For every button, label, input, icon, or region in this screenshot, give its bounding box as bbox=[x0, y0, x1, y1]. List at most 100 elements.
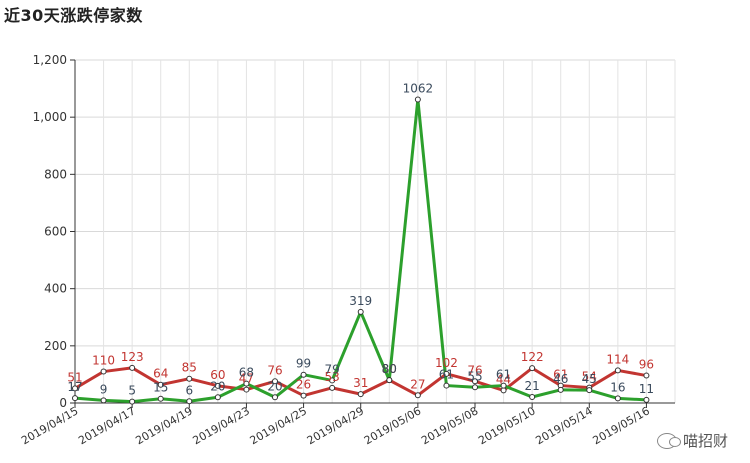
data-point bbox=[129, 398, 136, 405]
data-label: 20 bbox=[267, 379, 282, 393]
data-point bbox=[100, 368, 107, 375]
data-point bbox=[500, 382, 507, 389]
data-label: 76 bbox=[467, 363, 482, 377]
data-point bbox=[557, 386, 564, 393]
x-tick-label: 2019/04/29 bbox=[305, 404, 366, 447]
data-point bbox=[443, 382, 450, 389]
data-point bbox=[300, 392, 307, 399]
y-tick-label: 0 bbox=[59, 396, 67, 410]
x-tick-label: 2019/05/06 bbox=[362, 404, 423, 447]
x-tick-label: 2019/05/16 bbox=[591, 404, 652, 447]
x-tick-label: 2019/04/23 bbox=[191, 404, 252, 447]
data-label: 16 bbox=[610, 380, 625, 394]
x-tick-label: 2019/04/25 bbox=[248, 404, 309, 447]
y-tick-label: 1,200 bbox=[33, 53, 67, 67]
y-tick-label: 1,000 bbox=[33, 110, 67, 124]
data-label: 54 bbox=[582, 370, 597, 384]
data-label: 17 bbox=[67, 380, 82, 394]
data-label: 114 bbox=[606, 352, 629, 366]
data-point bbox=[300, 371, 307, 378]
data-label: 79 bbox=[325, 362, 340, 376]
data-label: 61 bbox=[553, 368, 568, 382]
y-tick-label: 400 bbox=[44, 282, 67, 296]
data-label: 6 bbox=[185, 383, 193, 397]
data-label: 80 bbox=[382, 362, 397, 376]
data-label: 61 bbox=[496, 368, 511, 382]
data-point bbox=[472, 378, 478, 385]
data-label: 61 bbox=[439, 368, 454, 382]
data-label: 102 bbox=[435, 356, 458, 370]
data-label: 46 bbox=[553, 372, 568, 386]
data-label: 51 bbox=[67, 370, 82, 384]
data-label: 1062 bbox=[403, 81, 434, 95]
data-label: 26 bbox=[296, 378, 311, 392]
data-point bbox=[157, 395, 164, 402]
y-axis: 0 200 400 600 800 1,000 1,200 bbox=[33, 53, 76, 410]
watermark-text: 喵招财 bbox=[682, 432, 728, 450]
data-point bbox=[329, 377, 336, 384]
data-label: 9 bbox=[100, 382, 108, 396]
data-label: 31 bbox=[353, 376, 368, 390]
data-point bbox=[243, 386, 250, 393]
watermark: 喵招财 bbox=[656, 430, 728, 451]
data-point bbox=[100, 397, 107, 404]
data-label: 68 bbox=[239, 366, 254, 380]
data-label: 47 bbox=[239, 372, 254, 386]
data-point bbox=[643, 396, 650, 403]
data-point bbox=[272, 394, 278, 401]
data-point bbox=[186, 398, 193, 405]
data-point bbox=[643, 372, 650, 379]
data-point bbox=[357, 308, 364, 315]
data-label: 96 bbox=[639, 358, 654, 372]
data-point bbox=[243, 380, 250, 387]
data-point bbox=[414, 96, 421, 103]
x-tick-label: 2019/05/10 bbox=[476, 404, 537, 447]
data-point bbox=[386, 377, 393, 384]
data-point bbox=[614, 395, 621, 402]
data-label: 123 bbox=[121, 350, 144, 364]
data-label: 55 bbox=[467, 369, 482, 383]
y-tick-label: 800 bbox=[44, 167, 67, 181]
data-label: 85 bbox=[182, 361, 197, 375]
x-tick-label: 2019/05/08 bbox=[419, 404, 480, 447]
data-point bbox=[357, 391, 364, 398]
data-label: 110 bbox=[92, 354, 115, 368]
data-point bbox=[129, 364, 136, 371]
data-point bbox=[214, 394, 221, 401]
data-point bbox=[72, 395, 78, 402]
data-point bbox=[500, 387, 507, 394]
data-label: 99 bbox=[296, 357, 311, 371]
data-point bbox=[529, 365, 536, 372]
data-point bbox=[272, 378, 278, 385]
data-point bbox=[414, 392, 421, 399]
data-label: 11 bbox=[639, 382, 654, 396]
data-point bbox=[472, 384, 478, 391]
data-point bbox=[186, 375, 193, 382]
data-label: 64 bbox=[153, 367, 168, 381]
data-point bbox=[614, 367, 621, 374]
data-label: 76 bbox=[267, 363, 282, 377]
data-point bbox=[443, 370, 450, 377]
data-label: 5 bbox=[128, 384, 136, 398]
x-tick-label: 2019/04/15 bbox=[19, 404, 80, 447]
series-points bbox=[72, 96, 650, 405]
data-label: 60 bbox=[210, 368, 225, 382]
data-point bbox=[329, 384, 336, 391]
data-point bbox=[214, 382, 221, 389]
data-label: 20 bbox=[210, 379, 225, 393]
data-label: 122 bbox=[521, 350, 544, 364]
chart-title: 近30天涨跌停家数 bbox=[4, 6, 143, 25]
data-label: 15 bbox=[153, 381, 168, 395]
data-point bbox=[586, 387, 593, 394]
data-label: 21 bbox=[525, 379, 540, 393]
x-axis: 2019/04/152019/04/172019/04/192019/04/23… bbox=[19, 402, 675, 447]
y-tick-label: 600 bbox=[44, 225, 67, 239]
data-point bbox=[529, 393, 536, 400]
data-label: 80 bbox=[382, 362, 397, 376]
wechat-icon bbox=[656, 432, 681, 449]
x-tick-label: 2019/04/19 bbox=[133, 404, 194, 447]
grid bbox=[74, 59, 676, 404]
y-tick-label: 200 bbox=[44, 339, 67, 353]
